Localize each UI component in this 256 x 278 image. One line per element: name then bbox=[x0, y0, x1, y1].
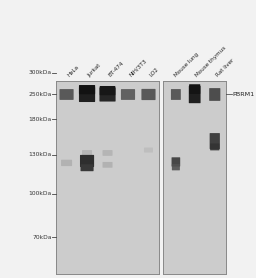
FancyBboxPatch shape bbox=[80, 155, 94, 167]
FancyBboxPatch shape bbox=[210, 133, 220, 149]
Text: Jurkat: Jurkat bbox=[87, 63, 102, 78]
Text: Rat liver: Rat liver bbox=[216, 58, 236, 78]
FancyBboxPatch shape bbox=[172, 157, 180, 167]
FancyBboxPatch shape bbox=[210, 143, 219, 150]
Text: LO2: LO2 bbox=[148, 67, 160, 78]
FancyBboxPatch shape bbox=[121, 89, 135, 100]
FancyBboxPatch shape bbox=[189, 86, 201, 103]
FancyBboxPatch shape bbox=[80, 164, 94, 171]
FancyBboxPatch shape bbox=[79, 85, 95, 94]
FancyBboxPatch shape bbox=[209, 88, 220, 101]
Text: BT-474: BT-474 bbox=[108, 61, 125, 78]
FancyBboxPatch shape bbox=[59, 89, 74, 100]
FancyBboxPatch shape bbox=[100, 86, 115, 95]
FancyBboxPatch shape bbox=[171, 89, 181, 100]
Text: 130kDa: 130kDa bbox=[29, 152, 52, 157]
FancyBboxPatch shape bbox=[99, 88, 116, 101]
Text: PBRM1: PBRM1 bbox=[232, 92, 254, 97]
Text: 180kDa: 180kDa bbox=[29, 117, 52, 122]
Text: HeLa: HeLa bbox=[67, 64, 80, 78]
FancyBboxPatch shape bbox=[102, 162, 113, 168]
Text: 70kDa: 70kDa bbox=[32, 235, 52, 240]
FancyBboxPatch shape bbox=[61, 160, 72, 166]
FancyBboxPatch shape bbox=[189, 84, 200, 94]
FancyBboxPatch shape bbox=[82, 150, 92, 156]
Text: 250kDa: 250kDa bbox=[28, 92, 52, 97]
FancyBboxPatch shape bbox=[102, 150, 113, 156]
FancyBboxPatch shape bbox=[144, 148, 153, 153]
Text: Mouse thymus: Mouse thymus bbox=[195, 45, 227, 78]
Text: 300kDa: 300kDa bbox=[29, 70, 52, 75]
Text: Mouse lung: Mouse lung bbox=[174, 52, 200, 78]
FancyBboxPatch shape bbox=[141, 89, 156, 100]
FancyBboxPatch shape bbox=[79, 87, 95, 102]
Text: NIH/3T3: NIH/3T3 bbox=[128, 58, 147, 78]
FancyBboxPatch shape bbox=[172, 164, 180, 170]
Text: 100kDa: 100kDa bbox=[29, 191, 52, 196]
